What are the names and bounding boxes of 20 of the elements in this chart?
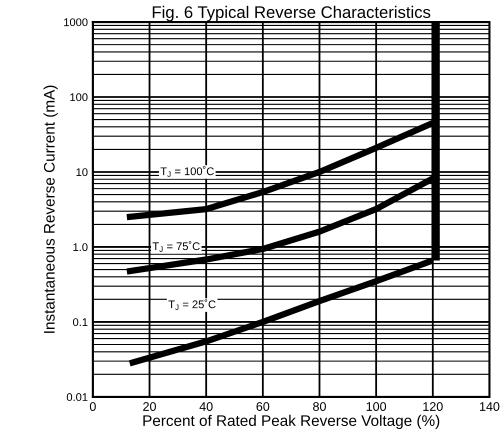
y-tick-label: 0.01 (66, 393, 88, 402)
x-tick-label: 140 (480, 402, 500, 411)
y-tick-label: 100 (70, 93, 88, 102)
chart-title: Fig. 6 Typical Reverse Characteristics (152, 6, 430, 22)
x-tick-label: 40 (200, 402, 213, 411)
x-axis-title: Percent of Rated Peak Reverse Voltage (%) (143, 414, 440, 430)
y-axis-title: Instantaneous Reverse Current (mA) (43, 86, 58, 333)
x-tick-label: 0 (90, 402, 96, 411)
annotation: T$_{J}$ = 25˚C (168, 299, 216, 310)
x-tick-label: 100 (366, 402, 386, 411)
y-tick-label: 1.0 (73, 243, 88, 252)
x-tick-label: 80 (313, 402, 326, 411)
x-tick-label: 60 (256, 402, 270, 411)
x-tick-label: 120 (423, 402, 443, 411)
annotation: T$_{J}$ = 100˚C (160, 166, 214, 177)
annotation: T$_{J}$ = 75˚C (152, 241, 200, 252)
y-tick-label: 1000 (64, 18, 88, 26)
x-tick-label: 20 (143, 402, 156, 411)
y-tick-label: 10 (76, 168, 88, 176)
y-tick-label: 0.1 (73, 318, 88, 326)
